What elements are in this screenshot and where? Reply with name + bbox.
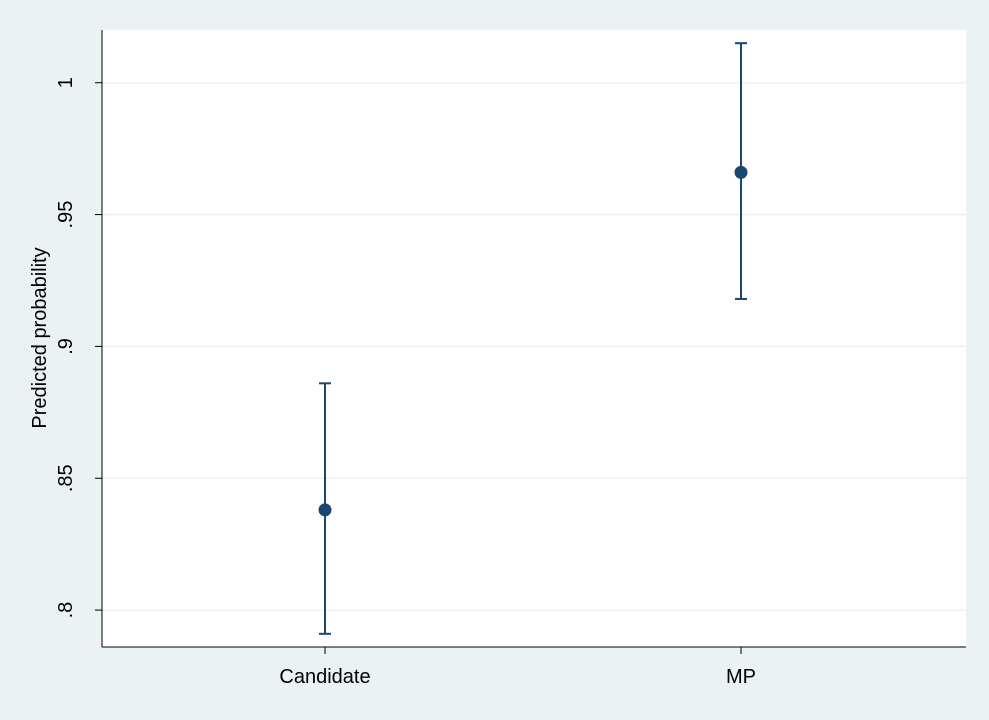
grid-lines [102, 81, 966, 611]
plot-area [102, 30, 966, 647]
x-axis-ticks: Candidate MP [279, 647, 756, 688]
y-tick-label: 1 [55, 77, 77, 88]
y-tick-label: .8 [55, 602, 77, 619]
data-marks [318, 42, 748, 635]
point-estimate [318, 503, 332, 517]
y-axis-title: Predicted probability [29, 247, 51, 428]
y-tick-label: .9 [55, 338, 77, 355]
x-tick-label: Candidate [279, 666, 370, 688]
x-tick-label: MP [726, 666, 756, 688]
y-tick-label: .85 [55, 464, 77, 492]
y-tick-label: .95 [55, 201, 77, 229]
point-estimate [734, 165, 748, 179]
y-axis-ticks: .8 .85 .9 .95 1 [55, 77, 102, 618]
